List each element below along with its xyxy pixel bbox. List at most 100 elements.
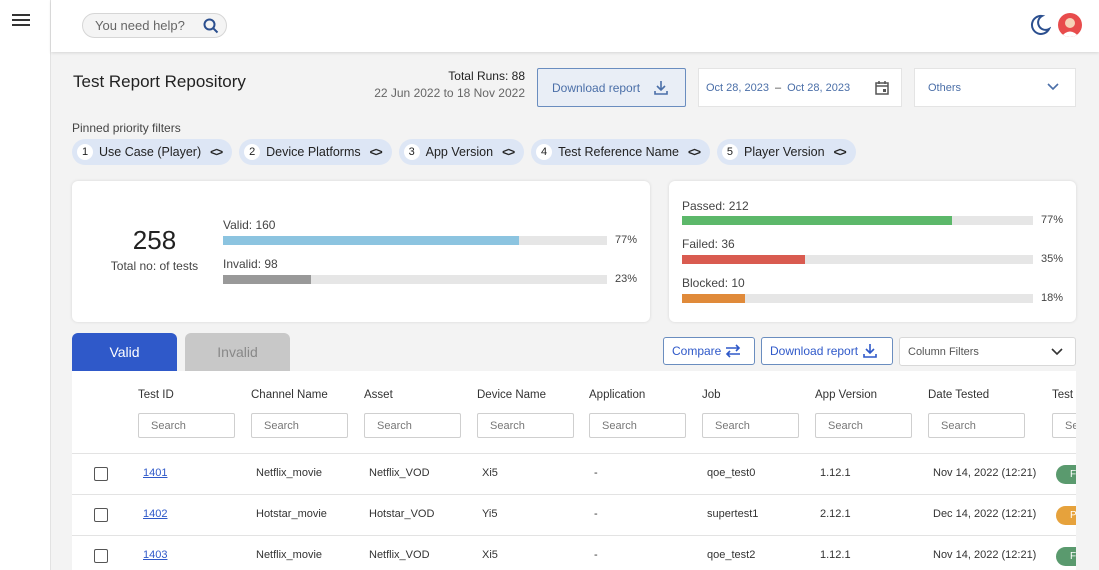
filter-chip-player-version[interactable]: 5 Player Version <> (716, 139, 856, 165)
reorder-arrows-icon[interactable]: <> (210, 145, 223, 159)
reorder-arrows-icon[interactable]: <> (833, 145, 847, 159)
search-application[interactable]: Search (589, 413, 686, 438)
passed-progress-track (682, 216, 1033, 225)
column-header-test-id[interactable]: Test ID (138, 389, 174, 401)
app-version-cell: 1.12.1 (820, 549, 851, 561)
status-badge: F (1056, 465, 1076, 484)
total-runs: Total Runs: 88 (448, 69, 525, 83)
download-icon (654, 81, 668, 95)
column-header-app-version[interactable]: App Version (815, 389, 878, 401)
failed-progress-fill (682, 255, 805, 264)
row-checkbox[interactable] (94, 467, 108, 481)
asset-cell: Netflix_VOD (369, 467, 430, 479)
passed-label: Passed: 212 (682, 199, 749, 213)
test-id-link[interactable]: 1403 (143, 549, 168, 561)
column-header-asset[interactable]: Asset (364, 389, 393, 401)
column-header-date-tested[interactable]: Date Tested (928, 389, 990, 401)
total-tests-label: Total no: of tests (110, 259, 199, 273)
passed-percent: 77% (1041, 214, 1064, 226)
column-header-job[interactable]: Job (702, 389, 721, 401)
swap-arrows-icon (726, 344, 741, 358)
status-badge: F (1056, 547, 1076, 566)
status-badge: P (1056, 506, 1076, 525)
failed-label: Failed: 36 (682, 237, 735, 251)
table-row: 1402 Hotstar_movie Hotstar_VOD Yi5 - sup… (72, 494, 1076, 535)
others-dropdown[interactable]: Others (914, 68, 1076, 107)
download-report-button[interactable]: Download report (537, 68, 686, 107)
pinned-filters-label: Pinned priority filters (72, 121, 181, 135)
passed-progress-fill (682, 216, 953, 225)
valid-label: Valid: 160 (223, 218, 276, 232)
job-cell: qoe_test0 (707, 467, 756, 479)
search-device-name[interactable]: Search (477, 413, 574, 438)
blocked-percent: 18% (1041, 292, 1064, 304)
compare-label: Compare (672, 344, 722, 358)
help-placeholder: You need help? (95, 18, 185, 33)
invalid-progress-fill (223, 275, 312, 284)
page-title: Test Report Repository (73, 72, 246, 91)
help-search-input[interactable]: You need help? (82, 13, 227, 38)
status-summary-card: Passed: 212 77% Failed: 36 35% Blocked: … (669, 181, 1076, 322)
compare-button[interactable]: Compare (663, 337, 755, 365)
search-test-id[interactable]: Search (138, 413, 235, 438)
calendar-icon[interactable] (874, 80, 890, 96)
column-header-test[interactable]: Test (1052, 389, 1074, 401)
left-rail (0, 0, 51, 570)
date-from: Oct 28, 2023 (706, 81, 769, 94)
filter-chip-test-reference-name[interactable]: 4 Test Reference Name <> (531, 139, 710, 165)
row-checkbox[interactable] (94, 508, 108, 522)
chip-number: 1 (77, 144, 93, 160)
filter-chip-app-version[interactable]: 3 App Version <> (398, 139, 525, 165)
user-avatar[interactable] (1058, 13, 1082, 37)
run-date-range: 22 Jun 2022 to 18 Nov 2022 (374, 86, 525, 100)
dark-mode-moon-icon[interactable] (1029, 14, 1051, 36)
application-cell: - (594, 467, 598, 479)
chip-label: Test Reference Name (558, 145, 679, 159)
runs-summary: Total Runs: 88 22 Jun 2022 to 18 Nov 202… (345, 69, 525, 100)
valid-progress-fill (223, 236, 519, 245)
chevron-down-icon (1051, 348, 1063, 356)
column-header-device-name[interactable]: Device Name (477, 389, 547, 401)
test-id-link[interactable]: 1401 (143, 467, 168, 479)
invalid-progress-track (223, 275, 607, 284)
reorder-arrows-icon[interactable]: <> (687, 145, 701, 159)
blocked-progress-fill (682, 294, 746, 303)
device-name-cell: Xi5 (482, 549, 498, 561)
tab-valid[interactable]: Valid (72, 333, 177, 371)
test-id-link[interactable]: 1402 (143, 508, 168, 520)
chip-number: 4 (536, 144, 553, 160)
reorder-arrows-icon[interactable]: <> (502, 145, 515, 159)
search-job[interactable]: Search (702, 413, 799, 438)
hamburger-menu-icon[interactable] (12, 14, 30, 28)
search-app-version[interactable]: Search (815, 413, 912, 438)
filter-chip-use-case[interactable]: 1 Use Case (Player) <> (72, 139, 233, 165)
search-date-tested[interactable]: Search (928, 413, 1025, 438)
channel-name-cell: Hotstar_movie (256, 508, 327, 520)
chip-number: 2 (244, 144, 261, 160)
reorder-arrows-icon[interactable]: <> (369, 145, 383, 159)
row-checkbox[interactable] (94, 549, 108, 563)
search-channel-name[interactable]: Search (251, 413, 348, 438)
column-header-channel-name[interactable]: Channel Name (251, 389, 328, 401)
asset-cell: Netflix_VOD (369, 549, 430, 561)
application-cell: - (594, 549, 598, 561)
test-results-table: Test ID Channel Name Asset Device Name A… (72, 371, 1076, 570)
table-download-report-button[interactable]: Download report (761, 337, 893, 365)
column-filters-dropdown[interactable]: Column Filters (899, 337, 1076, 366)
valid-percent: 77% (615, 234, 638, 246)
filter-chip-device-platforms[interactable]: 2 Device Platforms <> (239, 139, 392, 165)
date-range-picker[interactable]: Oct 28, 2023 – Oct 28, 2023 (698, 68, 902, 107)
failed-progress-track (682, 255, 1033, 264)
search-asset[interactable]: Search (364, 413, 461, 438)
column-header-application[interactable]: Application (589, 389, 646, 401)
search-icon[interactable] (202, 17, 220, 35)
tab-invalid[interactable]: Invalid (185, 333, 290, 371)
chevron-down-icon (1047, 83, 1059, 91)
total-tests-count: 258 (132, 225, 177, 255)
date-to: Oct 28, 2023 (787, 81, 851, 94)
top-bar: You need help? (51, 0, 1099, 52)
app-version-cell: 2.12.1 (820, 508, 851, 520)
valid-progress-track (223, 236, 607, 245)
blocked-label: Blocked: 10 (682, 276, 745, 290)
search-test[interactable]: Search (1052, 413, 1076, 438)
